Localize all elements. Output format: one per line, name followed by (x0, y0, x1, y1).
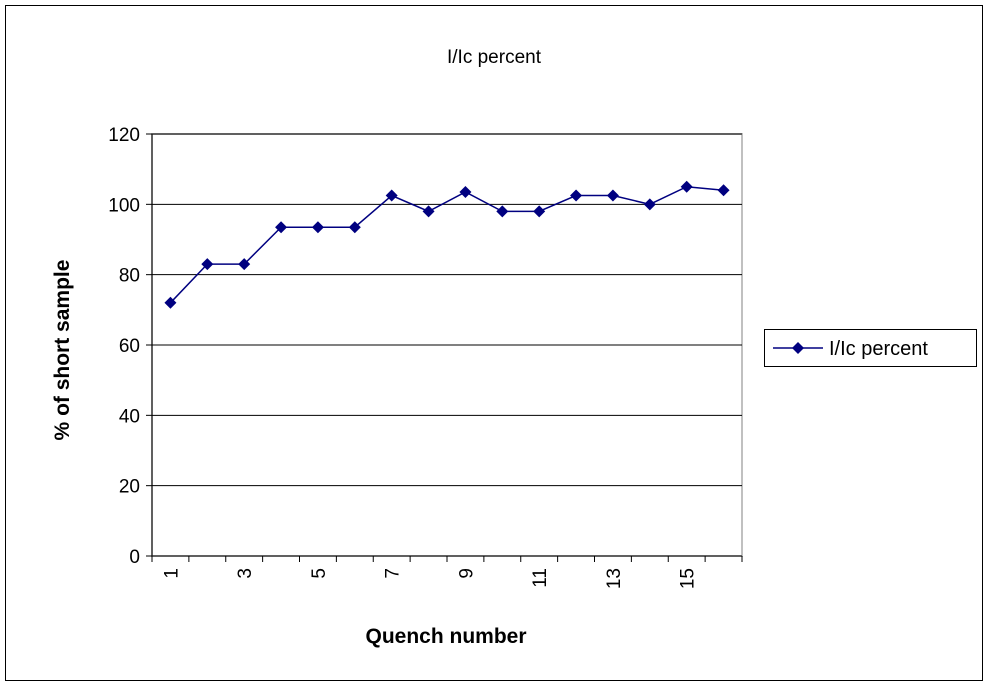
x-tick-label: 3 (235, 568, 256, 579)
y-tick-labels: 0 20 40 60 80 100 120 (108, 125, 140, 568)
data-point-11 (533, 205, 546, 218)
data-point-12 (570, 189, 583, 202)
x-tick-label: 9 (456, 568, 477, 579)
legend-label: I/Ic percent (829, 338, 928, 360)
x-tick-label: 15 (678, 568, 699, 589)
x-tick-label: 1 (161, 568, 182, 579)
data-point-7 (385, 189, 398, 202)
y-tick-label: 60 (119, 336, 140, 357)
data-point-14 (643, 198, 656, 211)
data-point-8 (422, 205, 435, 218)
axes (146, 133, 743, 562)
y-axis-title: % of short sample (51, 260, 74, 441)
y-tick-label: 120 (108, 125, 140, 146)
y-tick-label: 80 (119, 266, 140, 287)
legend-diamond-marker (792, 342, 804, 354)
series-line-0 (169, 185, 724, 304)
data-point-6 (348, 221, 361, 234)
data-point-13 (606, 189, 619, 202)
data-point-5 (311, 221, 324, 234)
data-point-15 (680, 180, 693, 193)
y-tick-label: 100 (108, 195, 140, 216)
data-series (164, 180, 730, 309)
x-tick-label: 5 (309, 568, 330, 579)
legend: I/Ic percent (764, 329, 977, 367)
data-point-1 (164, 296, 177, 309)
x-tick-label: 13 (604, 568, 625, 589)
x-tick-label: 11 (530, 568, 551, 588)
chart-title: I/Ic percent (447, 47, 542, 68)
x-tick-labels: 1 3 5 7 9 11 13 15 (161, 568, 698, 589)
x-tick-label: 7 (383, 568, 404, 579)
data-point-9 (459, 186, 472, 199)
y-tick-label: 0 (129, 547, 140, 568)
data-point-2 (201, 258, 214, 271)
data-point-16 (717, 184, 730, 197)
y-tick-label: 20 (119, 477, 140, 498)
x-axis-title: Quench number (365, 625, 526, 648)
data-point-10 (496, 205, 509, 218)
y-tick-label: 40 (119, 406, 140, 427)
grid-lines (152, 133, 742, 487)
data-point-4 (275, 221, 288, 234)
data-point-3 (238, 258, 251, 271)
